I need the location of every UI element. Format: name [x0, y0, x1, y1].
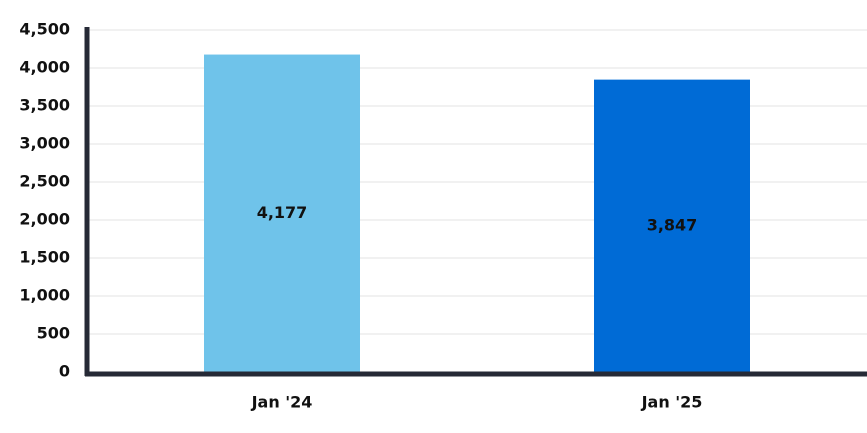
y-tick-label: 3,500: [19, 96, 70, 115]
y-tick-label: 2,500: [19, 172, 70, 191]
data-label: 4,177: [257, 203, 308, 222]
y-tick-label: 500: [37, 324, 70, 343]
y-tick-label: 0: [59, 362, 70, 381]
x-tick-label: Jan '24: [251, 393, 313, 412]
y-tick-label: 4,000: [19, 58, 70, 77]
data-label: 3,847: [647, 215, 698, 234]
y-tick-label: 1,500: [19, 248, 70, 267]
y-tick-label: 3,000: [19, 134, 70, 153]
y-tick-label: 2,000: [19, 210, 70, 229]
x-tick-label: Jan '25: [641, 393, 703, 412]
bar: [594, 79, 750, 373]
bar: [204, 54, 360, 372]
y-tick-label: 4,500: [19, 20, 70, 39]
y-tick-label: 1,000: [19, 286, 70, 305]
